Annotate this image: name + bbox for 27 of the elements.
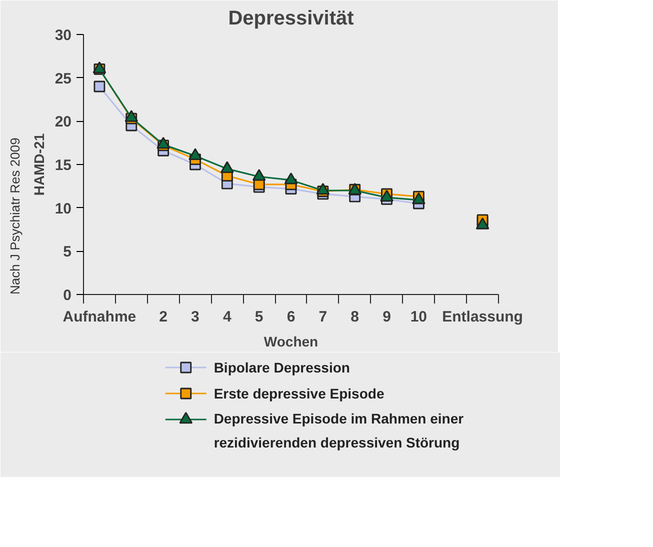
x-tick-label: 10	[410, 308, 428, 326]
x-tick-label: 2	[159, 308, 168, 326]
point	[94, 80, 106, 92]
y-axis-title: HAMD-21	[30, 133, 47, 196]
x-tick-label: Aufnahme	[62, 308, 136, 326]
x-tick-label: 3	[191, 308, 200, 326]
chart-title: Depressivität	[228, 8, 354, 30]
y-tick-label: 5	[63, 244, 72, 261]
x-axis-title: Wochen	[264, 334, 318, 350]
y-tick-label: 0	[63, 287, 72, 304]
x-tick-label: 6	[286, 308, 296, 326]
legend-label: Erste depressive Episode	[214, 386, 384, 402]
x-tick-label: Entlassung	[442, 308, 523, 326]
text: Nach J Psychiatr Res 2009	[8, 138, 22, 294]
y-tick-label: 10	[54, 200, 72, 218]
y-tick-label: 25	[54, 70, 72, 88]
y-tick-label: 30	[54, 27, 72, 44]
x-tick-label: 7	[318, 308, 328, 326]
x-tick-label: 8	[350, 308, 360, 326]
y-tick-label: 20	[54, 114, 72, 131]
legend-label: Depressive Episode im Rahmen einer rezidivierenden depressiven Störung	[214, 410, 464, 450]
legend-label: Bipolare Depression	[214, 360, 350, 376]
point	[124, 110, 138, 122]
x-tick-label: 5	[254, 308, 264, 326]
x-tick-label: 4	[222, 308, 232, 326]
x-tick-label: 9	[382, 308, 391, 326]
y-tick-label: 15	[54, 157, 72, 174]
